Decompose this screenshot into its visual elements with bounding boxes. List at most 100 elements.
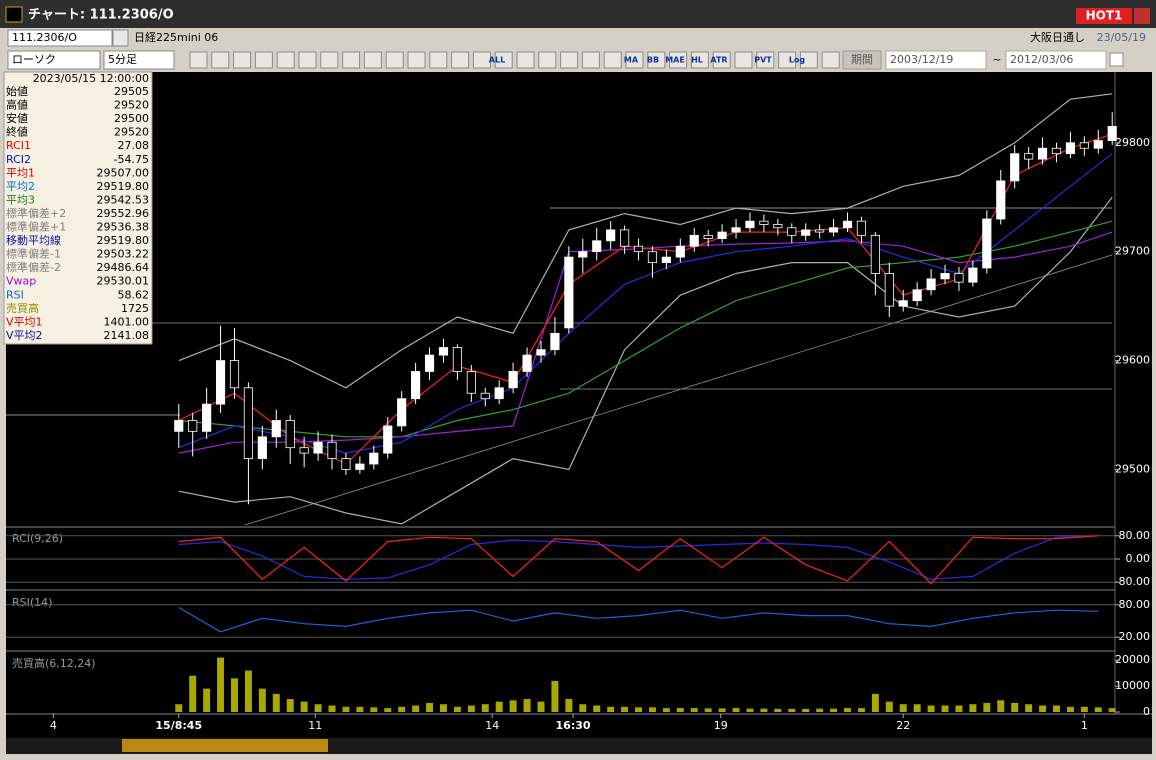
toolbar-icon[interactable] [690, 51, 709, 69]
instrument-name: 日経225mini 06 [134, 31, 218, 44]
volume-bar [314, 704, 322, 712]
info-value: 29536.38 [97, 221, 150, 234]
volume-bar [899, 704, 907, 712]
candle-body [620, 229, 630, 247]
toolbar-icon[interactable] [276, 51, 295, 69]
volume-bar [467, 705, 475, 712]
to-date-text: 2012/03/06 [1010, 53, 1073, 66]
indicator-line [178, 535, 1099, 585]
info-label: 終値 [6, 125, 28, 139]
x-tick-label: 4 [50, 719, 57, 732]
toolbar-icon[interactable] [385, 51, 404, 69]
hot-badge[interactable] [1076, 8, 1132, 24]
info-label: 標準偏差+1 [6, 220, 66, 234]
panel-title: 売買高(6,12,24) [12, 656, 96, 670]
toolbar-icon[interactable] [516, 51, 535, 69]
toolbar-icon[interactable] [429, 51, 448, 69]
candle-body [1051, 147, 1062, 155]
toolbar-icon[interactable] [407, 51, 426, 69]
symbol-dropdown[interactable] [112, 29, 129, 47]
toolbar-icon[interactable] [756, 51, 775, 69]
candle-body [327, 441, 337, 459]
volume-bar [718, 708, 726, 712]
volume-bar [537, 701, 545, 712]
symbol-input[interactable] [7, 29, 113, 47]
volume-bar [384, 708, 392, 712]
toolbar-icon[interactable] [342, 51, 361, 69]
toolbar-icon[interactable] [538, 51, 557, 69]
toolbar-icon[interactable] [734, 51, 753, 69]
volume-bar [760, 708, 768, 712]
toolbar-icon[interactable] [233, 51, 252, 69]
toolbar-icon[interactable] [211, 51, 230, 69]
toolbar-icon[interactable] [603, 51, 622, 69]
interval-select[interactable] [103, 50, 175, 70]
volume-bar [272, 693, 280, 712]
toolbar-icon[interactable] [472, 51, 491, 69]
volume-bar [690, 708, 698, 712]
info-label: Vwap [6, 275, 36, 288]
from-date-text: 2003/12/19 [890, 53, 953, 66]
toolbar-icon[interactable] [560, 51, 579, 69]
volume-bar [704, 708, 712, 712]
candle-body [968, 267, 978, 283]
candle-body [815, 229, 825, 233]
volume-bar [300, 701, 308, 712]
tilde: ~ [992, 53, 1001, 66]
x-tick-label: 15/8:45 [155, 719, 202, 732]
x-tick-label: 16:30 [556, 719, 591, 732]
info-value: 29500 [114, 112, 149, 125]
volume-bar [857, 708, 865, 712]
volume-bar [621, 706, 629, 712]
period-button[interactable] [842, 50, 882, 70]
volume-bar [453, 706, 461, 712]
close-button[interactable] [1134, 8, 1150, 24]
toolbar-icon-label: MAE [665, 56, 685, 65]
indicator-line [178, 606, 1099, 633]
toolbar-icon[interactable] [320, 51, 339, 69]
info-label: 高値 [6, 98, 28, 112]
toolbar-icon[interactable] [451, 51, 470, 69]
y-tick-label: 29500 [1115, 462, 1150, 475]
toolbar-icon-label: BB [647, 56, 659, 65]
style-select[interactable] [7, 50, 101, 70]
candle-body [940, 273, 950, 280]
candle-body [271, 420, 281, 438]
candle-body [564, 256, 574, 329]
volume-bar [1066, 706, 1074, 712]
period-checkbox[interactable] [1109, 52, 1124, 67]
toolbar-icon[interactable] [821, 51, 840, 69]
toolbar-icon[interactable] [647, 51, 666, 69]
toolbar-icon[interactable] [254, 51, 273, 69]
toolbar-icon[interactable] [669, 51, 688, 69]
toolbar-icon[interactable] [189, 51, 208, 69]
indicator-line [178, 196, 1113, 525]
to-date[interactable] [1005, 50, 1107, 70]
toolbar-icon[interactable] [778, 51, 797, 69]
candle-body [313, 441, 323, 454]
y-tick-label: 10000 [1115, 679, 1150, 692]
toolbar-icon[interactable] [298, 51, 317, 69]
scroll-thumb[interactable] [122, 739, 328, 752]
candle-body [884, 273, 894, 307]
from-date[interactable] [885, 50, 987, 70]
volume-bar [495, 701, 503, 712]
candle-body [522, 354, 532, 372]
y-tick-label: 20.00 [1119, 630, 1151, 643]
candle-body [926, 278, 936, 291]
toolbar-icon[interactable] [799, 51, 818, 69]
toolbar-icon[interactable] [363, 51, 382, 69]
market-date: 23/05/19 [1097, 31, 1146, 44]
style-text: ローソク [12, 53, 56, 66]
toolbar-icon[interactable] [712, 51, 731, 69]
toolbar-icon[interactable] [625, 51, 644, 69]
toolbar-icon[interactable] [494, 51, 513, 69]
candle-body [689, 234, 699, 247]
toolbar-icon[interactable] [581, 51, 600, 69]
volume-bar [676, 708, 684, 712]
candle-body [1065, 142, 1075, 155]
candle-body [202, 403, 212, 432]
volume-bar [565, 699, 573, 712]
volume-bar [648, 707, 656, 712]
info-label: 平均1 [6, 166, 35, 179]
